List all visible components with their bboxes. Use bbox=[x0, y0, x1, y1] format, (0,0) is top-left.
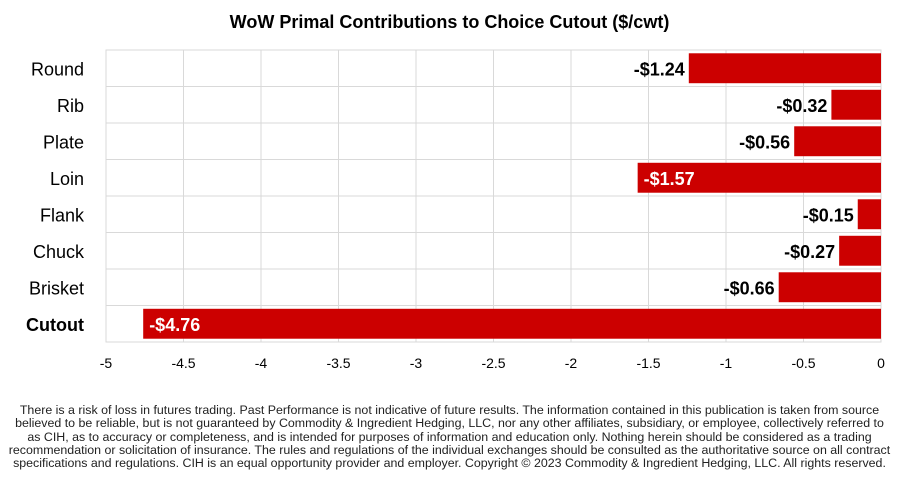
bar-chart: Round Rib Plate Loin Flank Chuck Brisket Cutout… bbox=[26, 49, 885, 371]
bar-chuck bbox=[839, 235, 881, 266]
x-tick-label: -3 bbox=[410, 355, 423, 371]
bar-plate bbox=[794, 126, 881, 157]
x-tick-label: -2.5 bbox=[481, 355, 505, 371]
category-label-chuck: Chuck bbox=[33, 242, 85, 262]
data-label-rib: -$0.32 bbox=[776, 96, 827, 116]
bar-flank bbox=[857, 199, 881, 230]
data-label-chuck: -$0.27 bbox=[784, 242, 835, 262]
bar-cutout bbox=[143, 308, 881, 339]
category-label-rib: Rib bbox=[57, 96, 84, 116]
bar-loin bbox=[637, 162, 881, 193]
x-tick-label: -1.5 bbox=[636, 355, 660, 371]
data-label-round: -$1.24 bbox=[634, 59, 685, 79]
grid-lines bbox=[105, 50, 882, 342]
category-label-flank: Flank bbox=[40, 205, 85, 225]
data-label-flank: -$0.15 bbox=[803, 205, 854, 225]
data-labels: -$1.24 -$0.32 -$0.56 -$1.57 -$0.15 -$0.27 -$0.… bbox=[149, 59, 854, 335]
x-tick-label: -4 bbox=[255, 355, 268, 371]
x-tick-label: -1 bbox=[720, 355, 733, 371]
x-tick-label: -2 bbox=[565, 355, 578, 371]
bars bbox=[143, 53, 881, 339]
x-tick-label: -3.5 bbox=[326, 355, 350, 371]
data-label-cutout: -$4.76 bbox=[149, 315, 200, 335]
x-tick-label: -0.5 bbox=[791, 355, 815, 371]
x-tick-label: -5 bbox=[100, 355, 113, 371]
category-label-cutout: Cutout bbox=[26, 315, 84, 335]
category-labels: Round Rib Plate Loin Flank Chuck Brisket Cutout bbox=[26, 59, 85, 335]
bar-round bbox=[688, 53, 881, 84]
category-label-brisket: Brisket bbox=[29, 278, 84, 298]
category-label-loin: Loin bbox=[50, 169, 84, 189]
disclaimer-text: There is a risk of loss in futures tradi… bbox=[8, 403, 891, 471]
x-tick-labels: -5 -4.5 -4 -3.5 -3 -2.5 -2 -1.5 -1 -0.5 0 bbox=[100, 355, 885, 371]
data-label-loin: -$1.57 bbox=[644, 169, 695, 189]
data-label-brisket: -$0.66 bbox=[724, 278, 775, 298]
data-label-plate: -$0.56 bbox=[739, 132, 790, 152]
bar-brisket bbox=[778, 272, 881, 303]
x-tick-label: 0 bbox=[877, 355, 885, 371]
x-tick-label: -4.5 bbox=[171, 355, 195, 371]
category-label-round: Round bbox=[31, 59, 84, 79]
bar-rib bbox=[831, 89, 881, 120]
category-label-plate: Plate bbox=[43, 132, 84, 152]
chart-title: WoW Primal Contributions to Choice Cutou… bbox=[229, 12, 670, 32]
